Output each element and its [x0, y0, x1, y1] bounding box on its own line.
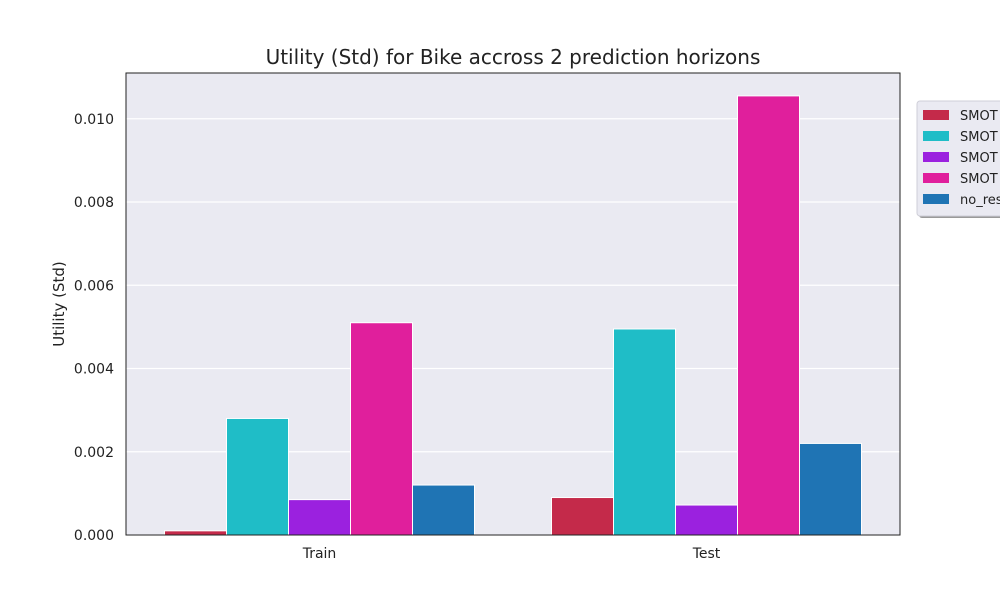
legend-box: [916, 100, 1000, 217]
plot-frame: [125, 72, 901, 536]
y-tick-label: 0.006: [74, 278, 114, 294]
chart-title: Utility (Std) for Bike accross 2 predict…: [266, 45, 761, 69]
bar-test-series-2: [613, 328, 676, 536]
y-axis-label: Utility (Std): [50, 261, 68, 347]
y-tick-label: 0.000: [74, 528, 114, 544]
bar-test-series-5: [799, 442, 862, 536]
bar-train-series-4: [350, 322, 413, 536]
y-axis-ticks: 0.000 0.002 0.004 0.006 0.008 0.010: [74, 112, 114, 544]
bar-train-series-3: [288, 499, 351, 536]
legend-swatch: [923, 110, 949, 120]
legend-swatch: [923, 131, 949, 141]
bar-train-series-1: [164, 530, 227, 536]
y-tick-label: 0.004: [74, 362, 114, 378]
legend-entry-label: no_res: [960, 193, 1000, 208]
legend-swatch: [923, 173, 949, 183]
legend: SMOT SMOT SMOT SMOT no_res: [916, 100, 1000, 218]
legend-entry-label: SMOT: [960, 172, 998, 187]
bar-test-series-3: [675, 504, 738, 536]
bar-test-series-4: [737, 95, 800, 536]
legend-entry-label: SMOT: [960, 109, 998, 124]
bar-test-series-1: [551, 497, 614, 536]
x-tick-label: Test: [692, 546, 721, 562]
y-tick-label: 0.010: [74, 112, 114, 128]
x-axis-ticks: Train Test: [302, 546, 721, 562]
bar-train-series-2: [226, 417, 289, 536]
legend-swatch: [923, 152, 949, 162]
bars: [164, 95, 862, 536]
legend-entry-label: SMOT: [960, 130, 998, 145]
y-tick-label: 0.002: [74, 445, 114, 461]
x-tick-label: Train: [302, 546, 337, 562]
y-tick-label: 0.008: [74, 195, 114, 211]
bar-train-series-5: [412, 484, 475, 536]
legend-entry-label: SMOT: [960, 151, 998, 166]
legend-swatch: [923, 194, 949, 204]
